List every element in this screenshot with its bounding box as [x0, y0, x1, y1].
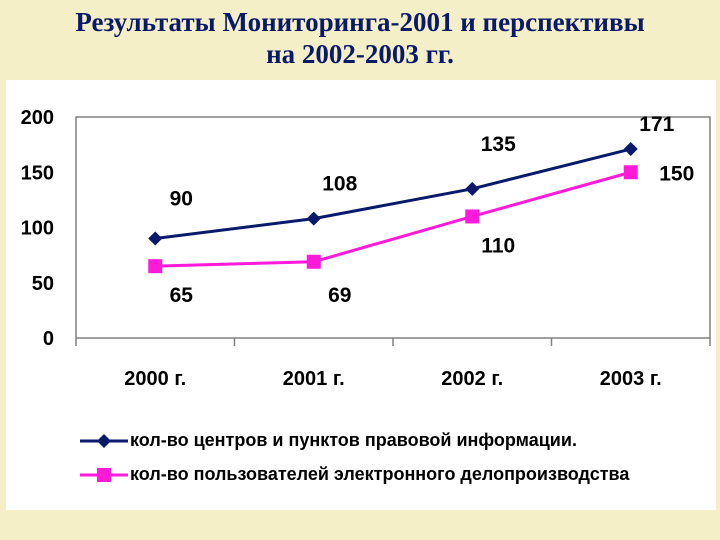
x-tick-label-3: 2003 г. [600, 368, 662, 390]
series-2-data-label-1: 69 [328, 284, 351, 307]
slide-title: Результаты Мониторинга-2001 и перспектив… [0, 6, 720, 70]
series-2-data-label-0: 65 [170, 284, 194, 307]
chart-panel: 0 50 100 150 200 2000 г. 2001 г. 2002 г. 2003 г.… [6, 80, 716, 510]
series-2-data-label-3: 150 [659, 162, 694, 185]
series-1-data-label-0: 90 [170, 188, 193, 211]
x-tick-label-2: 2002 г. [441, 368, 503, 390]
series-1-line [155, 147, 632, 241]
y-tick-label-4: 200 [21, 107, 54, 129]
legend-marker-series-2 [97, 468, 111, 482]
y-tick-label-2: 100 [21, 218, 54, 240]
series-2-point-1 [306, 254, 321, 269]
y-tick-label-3: 150 [21, 162, 54, 184]
series-2-point-3 [623, 165, 638, 180]
legend-label-series-1: кол-во центров и пунктов правовой информ… [130, 430, 577, 450]
series-1-data-label-2: 135 [481, 133, 516, 156]
series-2-point-2 [465, 209, 480, 224]
series-1-point-3 [623, 142, 638, 157]
series-2-point-0 [148, 259, 163, 274]
legend-label-series-2: кол-во пользователей электронного делопр… [130, 464, 630, 484]
legend-item-series-1: кол-во центров и пунктов правовой информ… [78, 428, 718, 462]
slide-title-line-1: Результаты Мониторинга-2001 и перспектив… [75, 7, 645, 37]
legend-item-series-2: кол-во пользователей электронного делопр… [78, 462, 718, 496]
chart-legend: кол-во центров и пунктов правовой информ… [78, 428, 718, 496]
legend-swatch-series-1 [80, 434, 128, 448]
slide-title-line-2: на 2002-2003 гг. [266, 39, 454, 69]
legend-marker-series-1 [97, 434, 111, 448]
series-1-point-1 [306, 211, 321, 226]
series-1-data-label-1: 108 [322, 173, 357, 196]
y-tick-label-1: 50 [32, 273, 54, 295]
series-2-data-label-2: 110 [481, 234, 515, 257]
x-tick-label-1: 2001 г. [283, 368, 345, 390]
x-tick-label-0: 2000 г. [124, 368, 186, 390]
series-1-point-0 [148, 231, 163, 246]
series-2-line [155, 170, 632, 268]
legend-swatch-series-2 [80, 468, 128, 482]
series-1-data-label-3: 171 [639, 113, 674, 136]
line-chart: 0 50 100 150 200 2000 г. 2001 г. 2002 г. 2003 г.… [21, 107, 711, 390]
series-1-point-2 [465, 181, 480, 196]
y-tick-label-0: 0 [43, 328, 54, 350]
